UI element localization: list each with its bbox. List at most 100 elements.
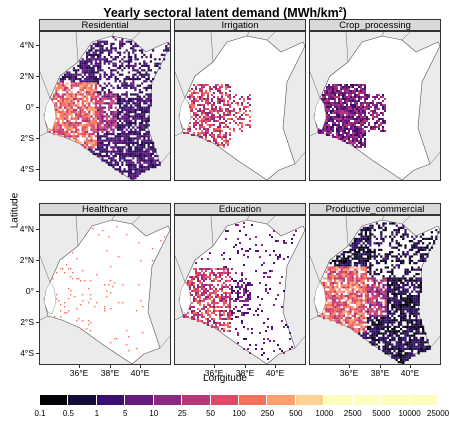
raster-cell bbox=[349, 301, 352, 304]
raster-cell bbox=[149, 166, 152, 169]
raster-cell bbox=[125, 133, 128, 136]
raster-cell bbox=[364, 288, 367, 291]
raster-cell bbox=[99, 141, 102, 144]
raster-cell bbox=[382, 323, 385, 326]
raster-cell bbox=[386, 299, 389, 302]
raster-cell bbox=[380, 308, 383, 311]
raster-cell bbox=[354, 112, 356, 114]
raster-cell bbox=[134, 170, 137, 173]
raster-cell bbox=[121, 64, 124, 67]
raster-cell bbox=[374, 124, 376, 126]
raster-cell bbox=[404, 347, 407, 350]
raster-cell bbox=[229, 306, 231, 308]
raster-cell bbox=[127, 166, 130, 169]
raster-cell bbox=[433, 242, 436, 245]
raster-cell bbox=[189, 98, 191, 100]
raster-cell bbox=[68, 119, 71, 122]
border-line bbox=[210, 216, 214, 247]
raster-cell bbox=[213, 124, 215, 126]
raster-cell bbox=[380, 96, 382, 98]
raster-cell bbox=[134, 73, 137, 76]
raster-cell bbox=[349, 292, 352, 295]
raster-cell bbox=[103, 56, 106, 59]
raster-cell bbox=[94, 117, 97, 120]
raster-cell bbox=[103, 93, 106, 96]
raster-cell bbox=[158, 161, 161, 164]
raster-cell bbox=[121, 133, 124, 136]
raster-cell bbox=[344, 128, 346, 130]
raster-cell bbox=[134, 104, 137, 107]
raster-cell bbox=[389, 332, 392, 335]
raster-cell bbox=[97, 106, 100, 109]
raster-cell bbox=[364, 290, 367, 293]
raster-cell bbox=[152, 49, 155, 52]
raster-cell bbox=[400, 321, 403, 324]
raster-cell bbox=[364, 233, 367, 236]
raster-cell bbox=[83, 100, 86, 103]
raster-cell bbox=[332, 108, 334, 110]
raster-cell bbox=[391, 339, 394, 342]
raster-cell bbox=[422, 237, 425, 240]
raster-cell bbox=[344, 138, 346, 140]
raster-cell bbox=[402, 317, 405, 320]
raster-cell bbox=[353, 323, 356, 326]
raster-cell bbox=[362, 275, 365, 278]
raster-cell bbox=[351, 242, 354, 245]
raster-cell bbox=[203, 306, 205, 308]
raster-cell bbox=[386, 343, 389, 346]
raster-cell bbox=[99, 139, 102, 142]
raster-cell bbox=[101, 148, 104, 151]
raster-cell bbox=[191, 294, 193, 296]
raster-cell bbox=[360, 277, 363, 280]
raster-cell bbox=[123, 117, 126, 120]
raster-cell bbox=[193, 98, 195, 100]
raster-cell bbox=[352, 144, 354, 146]
raster-cell bbox=[336, 124, 338, 126]
raster-cell bbox=[160, 240, 162, 242]
raster-cell bbox=[402, 237, 405, 240]
raster-cell bbox=[138, 73, 141, 76]
raster-cell bbox=[134, 111, 137, 114]
raster-cell bbox=[356, 328, 359, 331]
raster-cell bbox=[356, 128, 358, 130]
map-residential bbox=[40, 32, 170, 180]
map-crop_processing bbox=[310, 32, 440, 180]
raster-cell bbox=[97, 137, 100, 140]
raster-cell bbox=[411, 240, 414, 243]
raster-cell bbox=[136, 58, 139, 61]
raster-cell bbox=[327, 275, 330, 278]
raster-cell bbox=[79, 67, 82, 70]
raster-cell bbox=[112, 119, 115, 122]
raster-cell bbox=[217, 134, 219, 136]
raster-cell bbox=[356, 275, 359, 278]
raster-cell bbox=[205, 102, 207, 104]
raster-cell bbox=[411, 277, 414, 280]
raster-cell bbox=[141, 119, 144, 122]
raster-cell bbox=[389, 343, 392, 346]
raster-cell bbox=[389, 301, 392, 304]
raster-cell bbox=[375, 343, 378, 346]
raster-cell bbox=[373, 297, 376, 300]
raster-cell bbox=[367, 229, 370, 232]
raster-cell bbox=[245, 338, 247, 340]
raster-cell bbox=[334, 84, 336, 86]
raster-cell bbox=[217, 280, 219, 282]
raster-cell bbox=[415, 297, 418, 300]
raster-cell bbox=[98, 234, 100, 236]
raster-cell bbox=[347, 266, 350, 269]
raster-cell bbox=[97, 148, 100, 151]
raster-cell bbox=[369, 244, 372, 247]
raster-cell bbox=[203, 84, 205, 86]
raster-cell bbox=[367, 257, 370, 260]
raster-cell bbox=[349, 281, 352, 284]
raster-cell bbox=[201, 308, 203, 310]
raster-cell bbox=[239, 98, 241, 100]
border-line bbox=[381, 216, 385, 221]
raster-cell bbox=[64, 97, 67, 100]
raster-cell bbox=[217, 102, 219, 104]
raster-cell bbox=[331, 288, 334, 291]
raster-cell bbox=[336, 116, 338, 118]
raster-cell bbox=[247, 348, 249, 350]
raster-cell bbox=[378, 288, 381, 291]
raster-cell bbox=[227, 230, 229, 232]
